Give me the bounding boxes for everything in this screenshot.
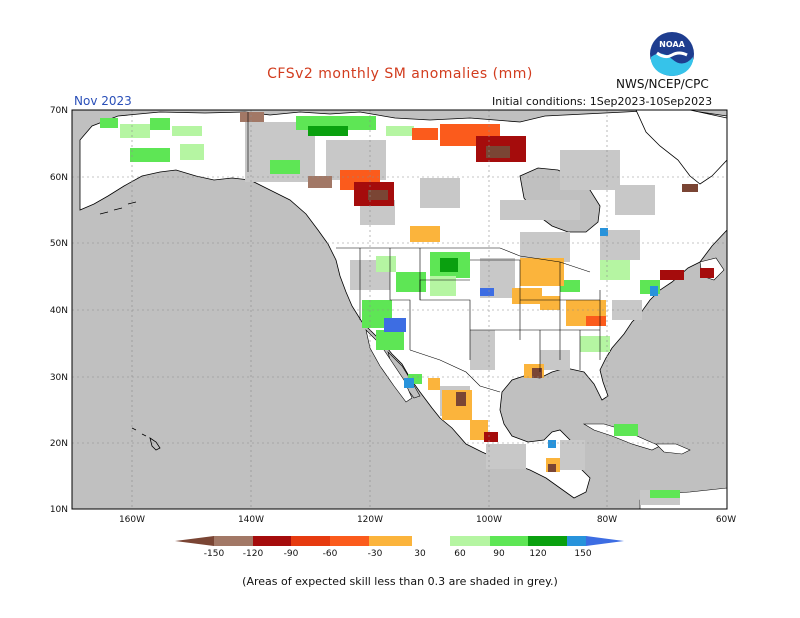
legend-tick-label: 120 xyxy=(529,549,546,559)
greenland-landmass xyxy=(635,110,727,185)
legend-tick-label: -150 xyxy=(204,549,225,559)
legend-tick-label: 30 xyxy=(414,549,426,559)
lat-label-60: 60N xyxy=(50,173,68,183)
noaa-logo-text: NOAA xyxy=(659,40,685,49)
legend-color-box xyxy=(528,536,567,546)
lon-label-140w: 140W xyxy=(238,515,264,525)
legend-color-box xyxy=(214,536,253,546)
lon-label-60w: 60W xyxy=(716,515,736,525)
legend-tick-label: 60 xyxy=(454,549,466,559)
legend-arrow-right xyxy=(586,536,624,546)
dry-anomaly-cells xyxy=(240,112,714,472)
footnote: (Areas of expected skill less than 0.3 a… xyxy=(242,575,558,588)
hawaii-islands xyxy=(131,427,161,451)
legend-color-box xyxy=(253,536,291,546)
legend-tick-label: 90 xyxy=(493,549,505,559)
initial-conditions: Initial conditions: 1Sep2023-10Sep2023 xyxy=(492,95,713,108)
legend-color-box xyxy=(450,536,490,546)
political-boundaries xyxy=(247,112,601,393)
agency-label: NWS/NCEP/CPC xyxy=(616,77,709,91)
lon-label-100w: 100W xyxy=(476,515,502,525)
legend-tick-label: -120 xyxy=(243,549,264,559)
graticule xyxy=(72,110,727,509)
legend-color-box xyxy=(369,536,412,546)
hispaniola-island xyxy=(655,443,691,455)
wet-anomaly-cells xyxy=(100,116,680,498)
lat-label-10: 10N xyxy=(50,505,68,515)
lat-label-50: 50N xyxy=(50,239,68,249)
aleutian-islands xyxy=(99,201,137,215)
legend-color-box xyxy=(567,536,586,546)
lat-label-30: 30N xyxy=(50,373,68,383)
legend-tick-label: -90 xyxy=(284,549,299,559)
forecast-month: Nov 2023 xyxy=(74,94,132,108)
map-frame xyxy=(71,109,728,510)
legend-color-box xyxy=(330,536,369,546)
legend-color-box xyxy=(412,536,450,546)
lat-label-20: 20N xyxy=(50,439,68,449)
legend-arrow-left xyxy=(175,536,214,546)
lon-label-120w: 120W xyxy=(357,515,383,525)
legend-color-box xyxy=(490,536,528,546)
map-title: CFSv2 monthly SM anomalies (mm) xyxy=(267,66,533,82)
legend-color-box xyxy=(291,536,330,546)
noaa-logo-icon: NOAA xyxy=(650,32,694,76)
lon-label-160w: 160W xyxy=(119,515,145,525)
legend-tick-label: -30 xyxy=(368,549,383,559)
legend-tick-label: -60 xyxy=(323,549,338,559)
legend-tick-label: 150 xyxy=(574,549,591,559)
lon-label-80w: 80W xyxy=(597,515,617,525)
very-wet-anomaly-cells xyxy=(384,228,658,448)
lat-label-70: 70N xyxy=(50,106,68,116)
lat-label-40: 40N xyxy=(50,306,68,316)
